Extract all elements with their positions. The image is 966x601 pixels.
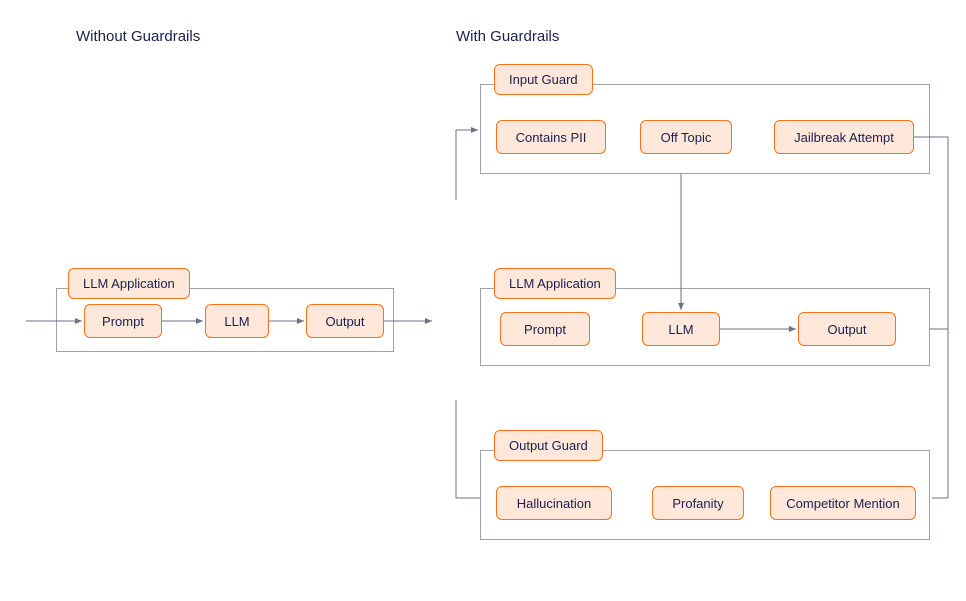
node-left-llm: LLM: [205, 304, 269, 338]
node-pii: Contains PII: [496, 120, 606, 154]
group-title-right-llm-app: LLM Application: [494, 268, 616, 299]
group-title-input-guard: Input Guard: [494, 64, 593, 95]
node-right-output: Output: [798, 312, 896, 346]
group-title-left-llm-app: LLM Application: [68, 268, 190, 299]
node-hallucination: Hallucination: [496, 486, 612, 520]
node-right-prompt: Prompt: [500, 312, 590, 346]
node-left-output: Output: [306, 304, 384, 338]
group-title-output-guard: Output Guard: [494, 430, 603, 461]
node-profanity: Profanity: [652, 486, 744, 520]
node-left-prompt: Prompt: [84, 304, 162, 338]
heading-without: Without Guardrails: [76, 28, 200, 45]
heading-with: With Guardrails: [456, 28, 559, 45]
node-jailbreak: Jailbreak Attempt: [774, 120, 914, 154]
node-right-llm: LLM: [642, 312, 720, 346]
node-offtopic: Off Topic: [640, 120, 732, 154]
node-competitor: Competitor Mention: [770, 486, 916, 520]
